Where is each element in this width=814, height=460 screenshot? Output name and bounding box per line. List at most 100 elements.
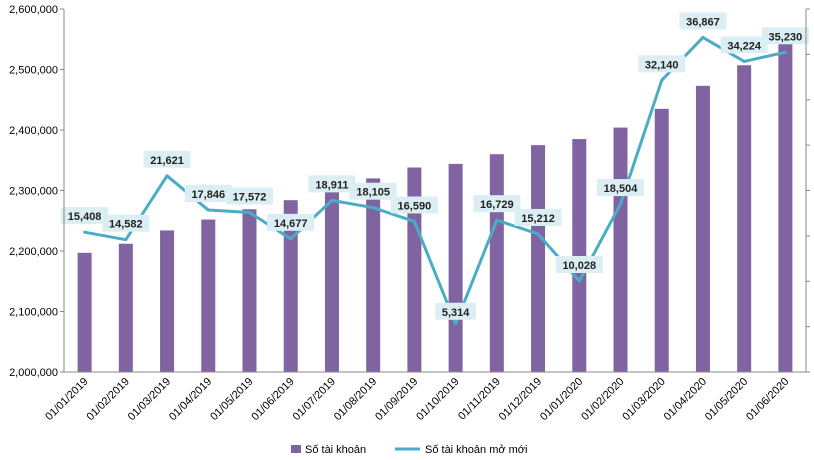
line-point [701, 35, 705, 39]
data-label-text: 10,028 [562, 260, 596, 272]
y-left-tick-label: 2,400,000 [9, 125, 58, 137]
data-label-text: 18,105 [356, 187, 390, 199]
bar [572, 139, 587, 372]
x-tick-label: 01/07/2019 [291, 376, 338, 423]
line-data-label: 5,314 [435, 302, 476, 320]
line-point [248, 211, 251, 215]
line-point [536, 232, 540, 236]
x-tick-label: 01/05/2019 [208, 376, 255, 423]
line-data-label: 15,212 [514, 208, 562, 226]
y-left-tick-label: 2,000,000 [9, 367, 58, 379]
x-tick-label: 01/04/2019 [167, 376, 214, 423]
x-tick-label: 01/10/2019 [414, 376, 461, 423]
data-label-text: 35,230 [769, 31, 803, 43]
line-data-label: 35,230 [761, 27, 809, 45]
x-tick-label: 01/09/2019 [373, 376, 420, 423]
x-tick-label: 01/03/2019 [126, 376, 173, 423]
data-label-text: 18,911 [315, 179, 348, 191]
data-label-box [720, 36, 768, 54]
data-label-box [184, 185, 232, 203]
data-label-box [226, 187, 273, 205]
legend-swatch-bars [291, 445, 301, 453]
x-tick-label: 01/03/2020 [620, 376, 667, 423]
data-label-text: 14,677 [274, 218, 308, 230]
line-data-label: 14,677 [267, 213, 315, 231]
line-data-label: 10,028 [555, 255, 603, 273]
line-data-label: 15,408 [61, 207, 109, 225]
line-data-label: 34,224 [720, 36, 768, 54]
line-point [124, 238, 128, 242]
bar [242, 209, 257, 372]
data-label-box [390, 196, 438, 214]
x-axis: 01/01/201901/02/201901/03/201901/04/2019… [43, 376, 791, 423]
data-label-box [102, 214, 150, 232]
data-label-text: 21,621 [150, 155, 184, 167]
line-point [495, 218, 499, 222]
bar [737, 65, 752, 372]
y-left-tick-label: 2,600,000 [9, 4, 58, 16]
line-point [330, 198, 334, 202]
data-label-text: 17,572 [233, 192, 267, 204]
bar [778, 43, 793, 373]
line-point [412, 219, 416, 223]
line-series [83, 35, 787, 326]
data-label-box [143, 150, 191, 168]
data-label-box [308, 175, 356, 193]
bar [489, 154, 504, 372]
line-point [742, 59, 746, 63]
data-label-box [61, 207, 109, 225]
bar [77, 252, 92, 372]
line-data-label: 16,590 [390, 196, 438, 214]
bar [324, 189, 339, 372]
x-tick-label: 01/06/2019 [249, 376, 296, 423]
line-point [206, 208, 210, 212]
data-label-box [514, 208, 562, 226]
y-right-axis [806, 8, 810, 373]
line-point [289, 237, 293, 241]
data-labels: 15,408 14,582 21,621 17,846 17,572 14,677 18,9… [61, 12, 809, 320]
data-label-box [473, 195, 521, 213]
line-data-label: 36,867 [679, 12, 727, 30]
data-label-text: 34,224 [727, 40, 762, 52]
bar [160, 230, 175, 372]
line-data-label: 18,105 [349, 182, 397, 200]
data-label-text: 17,846 [191, 189, 225, 201]
data-label-box [555, 255, 603, 273]
bar [531, 145, 546, 372]
y-left-tick-label: 2,100,000 [9, 307, 58, 319]
data-label-text: 15,408 [68, 211, 102, 223]
x-tick-label: 01/01/2019 [43, 376, 90, 423]
line-point [83, 230, 87, 234]
data-label-box [597, 179, 644, 197]
bar [118, 243, 133, 372]
line-data-label: 17,846 [184, 185, 232, 203]
line-data-label: 18,504 [597, 179, 644, 197]
legend-label-line: Số tài khoản mở mới [425, 444, 527, 456]
x-tick-label: 01/08/2019 [332, 376, 379, 423]
data-label-text: 14,582 [109, 219, 143, 231]
data-label-box [267, 213, 315, 231]
line-data-label: 16,729 [473, 195, 521, 213]
bar [366, 178, 381, 372]
x-tick-label: 01/01/2020 [538, 376, 585, 423]
line-path [84, 35, 786, 326]
data-label-box [638, 55, 686, 73]
line-data-label: 14,582 [102, 214, 150, 232]
line-data-label: 21,621 [143, 150, 191, 168]
line-data-label: 18,911 [308, 175, 356, 193]
line-point [619, 202, 622, 206]
axes-lines [63, 9, 807, 373]
x-tick-label: 01/05/2020 [703, 376, 750, 423]
bar-series [77, 43, 793, 373]
data-label-box [679, 12, 727, 30]
y-left-axis: 2,000,000 2,100,000 2,200,000 2,300,000 2,40… [9, 4, 64, 379]
data-label-box [761, 27, 809, 45]
y-left-tick-label: 2,200,000 [9, 246, 58, 258]
data-label-text: 16,590 [398, 200, 432, 212]
data-label-text: 16,729 [480, 199, 514, 211]
line-point [660, 78, 664, 82]
data-label-text: 32,140 [645, 59, 679, 71]
x-tick-label: 01/06/2020 [744, 376, 791, 423]
line-point [371, 206, 375, 210]
